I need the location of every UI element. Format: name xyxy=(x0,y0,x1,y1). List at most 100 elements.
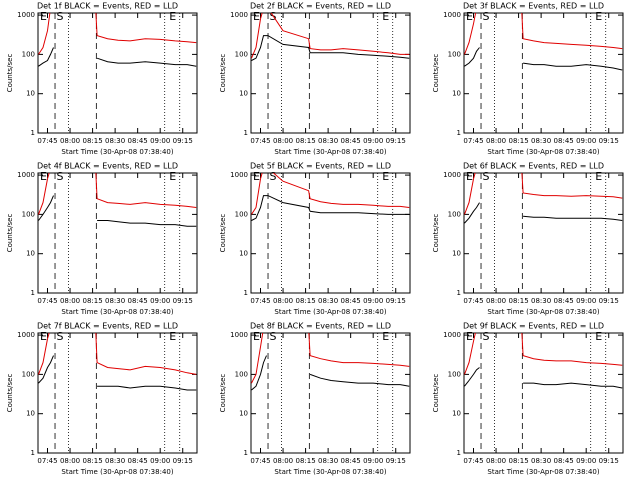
annotation: E xyxy=(466,10,473,23)
annotation: E xyxy=(595,170,602,183)
chart-title: Det 5f BLACK = Events, RED = LLD xyxy=(250,162,391,171)
x-tick-label: 08:00 xyxy=(486,297,506,305)
series-line xyxy=(464,367,623,389)
x-tick-label: 09:00 xyxy=(576,137,596,145)
y-axis-label: Counts/sec xyxy=(219,214,227,253)
annotation: E xyxy=(253,170,260,183)
annotation: S xyxy=(483,10,490,23)
x-tick-label: 08:30 xyxy=(318,297,338,305)
series-line xyxy=(464,173,623,215)
y-tick-label: 10 xyxy=(26,250,35,258)
x-axis-label: Start Time (30-Apr-08 07:38:40) xyxy=(487,148,599,156)
x-tick-label: 09:00 xyxy=(150,457,170,465)
x-tick-label: 07:45 xyxy=(463,137,483,145)
x-tick-label: 08:15 xyxy=(295,137,315,145)
x-tick-label: 08:45 xyxy=(554,137,574,145)
y-tick-label: 10 xyxy=(26,90,35,98)
x-tick-label: 08:30 xyxy=(531,457,551,465)
y-tick-label: 100 xyxy=(448,210,461,218)
x-tick-label: 08:45 xyxy=(554,457,574,465)
y-tick-label: 1000 xyxy=(230,331,248,339)
x-tick-label: 08:15 xyxy=(295,297,315,305)
annotation: E xyxy=(253,10,260,23)
x-tick-label: 09:15 xyxy=(599,297,619,305)
annotation: E xyxy=(466,170,473,183)
series-line xyxy=(38,195,197,227)
chart-title: Det 6f BLACK = Events, RED = LLD xyxy=(463,162,604,171)
x-axis-label: Start Time (30-Apr-08 07:38:40) xyxy=(274,468,386,476)
x-tick-label: 08:15 xyxy=(508,137,528,145)
x-tick-label: 08:00 xyxy=(273,457,293,465)
x-tick-label: 08:30 xyxy=(105,457,125,465)
annotation: S xyxy=(57,10,64,23)
y-axis-label: Counts/sec xyxy=(432,54,440,93)
y-tick-label: 1 xyxy=(457,129,461,137)
annotation: E xyxy=(595,330,602,343)
annotation: E xyxy=(382,330,389,343)
series-line xyxy=(464,202,623,224)
x-axis-label: Start Time (30-Apr-08 07:38:40) xyxy=(487,308,599,316)
x-tick-label: 08:45 xyxy=(554,297,574,305)
series-line xyxy=(251,355,410,391)
x-tick-label: 08:45 xyxy=(128,457,148,465)
series-line xyxy=(251,173,410,215)
y-tick-label: 1000 xyxy=(443,171,461,179)
y-tick-label: 1000 xyxy=(230,11,248,19)
x-tick-label: 08:30 xyxy=(318,457,338,465)
x-axis-label: Start Time (30-Apr-08 07:38:40) xyxy=(61,148,173,156)
y-tick-label: 100 xyxy=(22,210,35,218)
y-tick-label: 100 xyxy=(235,370,248,378)
plot-frame xyxy=(37,172,198,294)
series-line xyxy=(38,13,197,55)
y-tick-label: 10 xyxy=(452,90,461,98)
chart-title: Det 4f BLACK = Events, RED = LLD xyxy=(37,162,178,171)
x-tick-label: 09:00 xyxy=(576,457,596,465)
x-tick-label: 08:45 xyxy=(128,137,148,145)
x-tick-label: 08:30 xyxy=(105,137,125,145)
x-axis-label: Start Time (30-Apr-08 07:38:40) xyxy=(274,148,386,156)
x-tick-label: 07:45 xyxy=(37,297,57,305)
x-tick-label: 09:15 xyxy=(386,457,406,465)
y-tick-label: 10 xyxy=(26,410,35,418)
x-tick-label: 08:00 xyxy=(273,297,293,305)
annotation: S xyxy=(483,170,490,183)
x-tick-label: 08:30 xyxy=(105,297,125,305)
y-tick-label: 1 xyxy=(457,449,461,457)
plot-frame xyxy=(37,332,198,454)
x-tick-label: 08:30 xyxy=(318,137,338,145)
annotation: S xyxy=(483,330,490,343)
x-tick-label: 08:15 xyxy=(82,137,102,145)
y-axis-label: Counts/sec xyxy=(219,374,227,413)
x-tick-label: 08:45 xyxy=(341,297,361,305)
x-tick-label: 09:00 xyxy=(150,297,170,305)
x-tick-label: 09:15 xyxy=(173,137,193,145)
x-tick-label: 08:15 xyxy=(82,457,102,465)
chart-title: Det 9f BLACK = Events, RED = LLD xyxy=(463,322,604,331)
y-tick-label: 1000 xyxy=(230,171,248,179)
plot-frame xyxy=(250,172,411,294)
y-axis-label: Counts/sec xyxy=(432,374,440,413)
chart-title: Det 1f BLACK = Events, RED = LLD xyxy=(37,2,178,11)
y-tick-label: 1 xyxy=(31,449,35,457)
y-tick-label: 1 xyxy=(244,289,248,297)
plot-frame xyxy=(250,12,411,134)
x-tick-label: 07:45 xyxy=(37,457,57,465)
chart-title: Det 2f BLACK = Events, RED = LLD xyxy=(250,2,391,11)
x-tick-label: 07:45 xyxy=(463,457,483,465)
x-tick-label: 08:45 xyxy=(128,297,148,305)
y-tick-label: 100 xyxy=(235,50,248,58)
annotation: E xyxy=(595,10,602,23)
x-tick-label: 08:45 xyxy=(341,457,361,465)
x-tick-label: 09:15 xyxy=(173,457,193,465)
x-tick-label: 08:00 xyxy=(60,297,80,305)
y-tick-label: 1 xyxy=(244,449,248,457)
series-line xyxy=(251,13,410,59)
x-axis-label: Start Time (30-Apr-08 07:38:40) xyxy=(487,468,599,476)
series-line xyxy=(251,35,410,61)
y-tick-label: 100 xyxy=(235,210,248,218)
x-tick-label: 09:15 xyxy=(386,297,406,305)
annotation: E xyxy=(466,330,473,343)
x-tick-label: 08:00 xyxy=(486,457,506,465)
x-tick-label: 09:15 xyxy=(599,137,619,145)
